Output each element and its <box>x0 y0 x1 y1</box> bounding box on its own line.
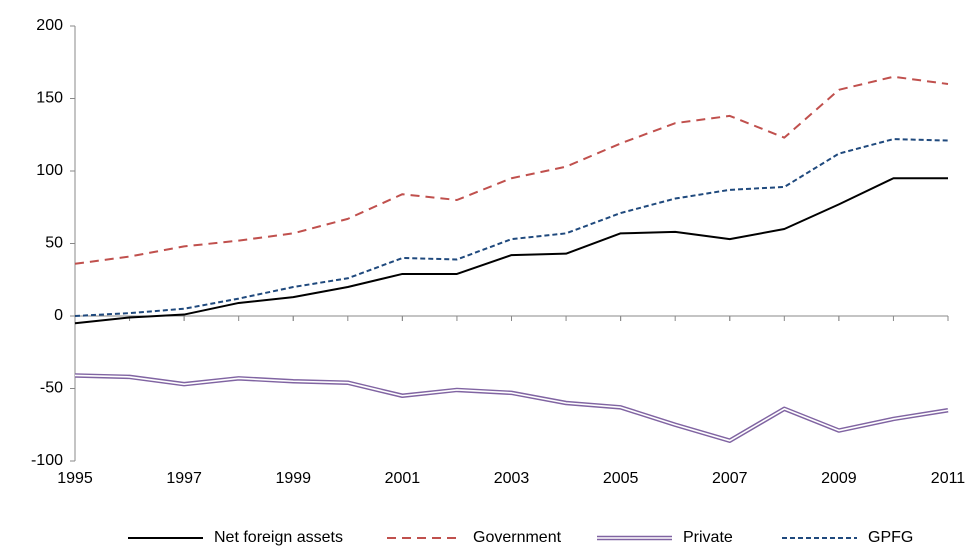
line-series <box>74 75 949 265</box>
y-tick-label: -50 <box>40 380 63 397</box>
x-tick-label: 2003 <box>494 470 530 487</box>
line-series <box>74 138 949 317</box>
y-tick-label: 100 <box>36 162 63 179</box>
x-tick-label: 2001 <box>385 470 421 487</box>
x-tick-label: 2005 <box>603 470 639 487</box>
x-tick-label: 2011 <box>931 470 966 487</box>
y-tick-label: 150 <box>36 90 63 107</box>
y-tick-label: 200 <box>36 17 63 34</box>
x-tick-label: 1995 <box>57 470 93 487</box>
legend-label: Government <box>473 529 562 546</box>
x-tick-label: 1997 <box>166 470 202 487</box>
y-tick-label: -100 <box>31 452 63 469</box>
line-series <box>74 373 949 443</box>
x-tick-label: 2007 <box>712 470 748 487</box>
x-tick-label: 1999 <box>275 470 311 487</box>
line-series <box>74 177 948 325</box>
y-tick-label: 0 <box>54 307 63 324</box>
legend-label: Private <box>683 529 733 546</box>
x-tick-label: 2009 <box>821 470 857 487</box>
legend-label: GPFG <box>868 529 913 546</box>
legend-label: Net foreign assets <box>214 529 343 546</box>
y-tick-label: 50 <box>45 235 63 252</box>
line-core <box>74 374 949 442</box>
